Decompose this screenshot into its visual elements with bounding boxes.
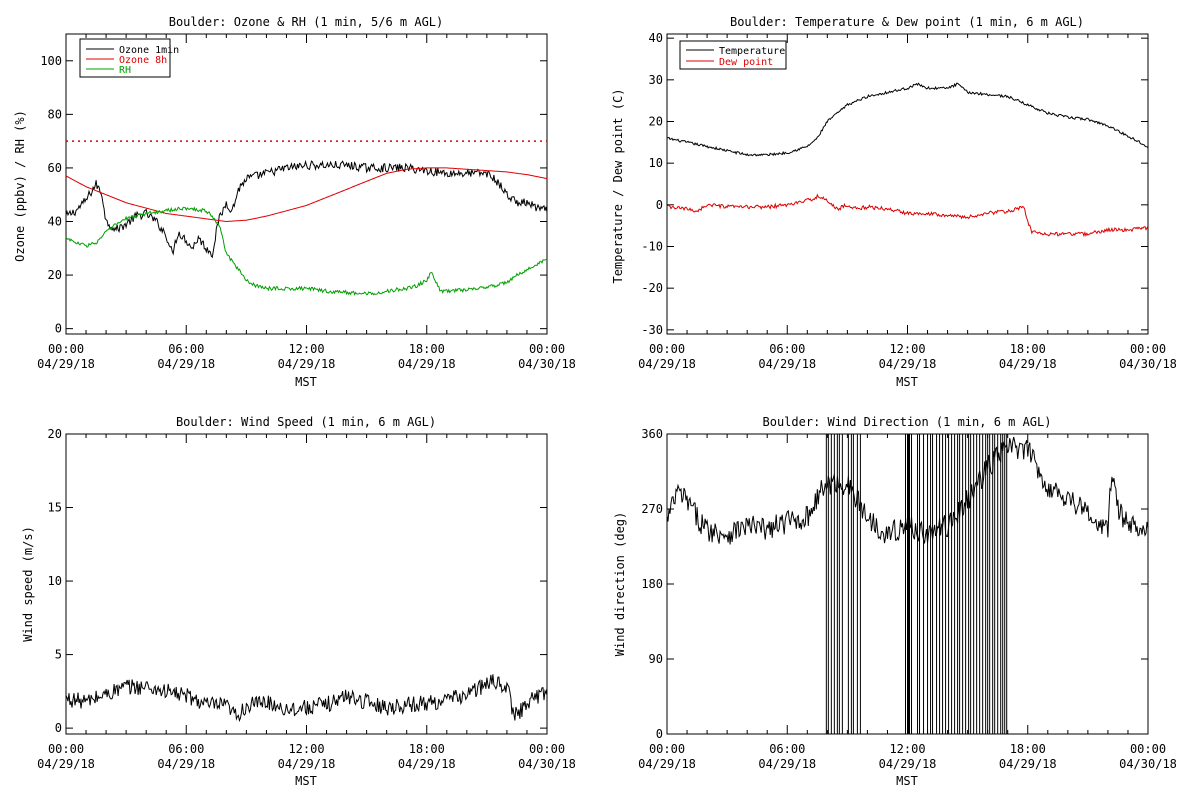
series-0-line	[65, 674, 548, 723]
x-tick-label-date: 04/29/18	[758, 357, 816, 371]
y-axis-label: Wind speed (m/s)	[21, 526, 35, 642]
x-tick-label-time: 18:00	[1010, 342, 1046, 356]
legend: Ozone 1min Ozone 8h RH	[79, 38, 179, 78]
y-tick-label: 20	[48, 427, 62, 441]
x-tick-label-date: 04/29/18	[879, 357, 937, 371]
chart-title: Boulder: Wind Speed (1 min, 6 m AGL)	[176, 415, 436, 429]
y-tick-label: -30	[641, 323, 663, 337]
x-tick-label-time: 00:00	[1130, 742, 1166, 756]
x-tick-label-time: 00:00	[649, 742, 685, 756]
x-tick-label-time: 18:00	[409, 342, 445, 356]
legend-box	[79, 38, 171, 78]
legend-box	[679, 40, 787, 70]
y-axis-label: Wind direction (deg)	[613, 512, 627, 657]
y-tick-label: 30	[649, 73, 663, 87]
y-tick-label: 80	[48, 107, 62, 121]
x-tick-label-time: 00:00	[649, 342, 685, 356]
y-tick-label: -10	[641, 240, 663, 254]
x-tick-label-date: 04/29/18	[638, 357, 696, 371]
x-tick-label-date: 04/29/18	[398, 357, 456, 371]
x-tick-label-date: 04/29/18	[638, 757, 696, 771]
x-tick-label-date: 04/30/18	[518, 757, 576, 771]
y-tick-label: 180	[641, 577, 663, 591]
x-tick-label-date: 04/29/18	[879, 757, 937, 771]
y-tick-label: -20	[641, 281, 663, 295]
wind-direction-panel: Boulder: Wind Direction (1 min, 6 m AGL)…	[613, 415, 1177, 788]
y-axis-label: Ozone (ppbv) / RH (%)	[13, 110, 27, 262]
legend-label-dew-point: Dew point	[719, 57, 773, 68]
legend-label-temperature: Temperature	[719, 46, 785, 57]
y-tick-label: 40	[48, 215, 62, 229]
x-tick-label-date: 04/29/18	[999, 357, 1057, 371]
x-tick-label-date: 04/29/18	[37, 757, 95, 771]
ozone-rh-panel: Boulder: Ozone & RH (1 min, 5/6 m AGL) O…	[13, 15, 576, 389]
y-tick-label: 20	[649, 115, 663, 129]
y-tick-label: 270	[641, 502, 663, 516]
x-tick-label-date: 04/29/18	[37, 357, 95, 371]
y-tick-label: 0	[656, 727, 663, 741]
x-tick-label-time: 06:00	[168, 742, 204, 756]
chart-title: Boulder: Wind Direction (1 min, 6 m AGL)	[763, 415, 1052, 429]
y-tick-label: 0	[55, 322, 62, 336]
x-tick-label-date: 04/29/18	[398, 757, 456, 771]
ozone-1min-line	[65, 159, 548, 259]
x-tick-label-date: 04/29/18	[758, 757, 816, 771]
x-tick-label-date: 04/29/18	[157, 357, 215, 371]
x-tick-label-time: 00:00	[529, 342, 565, 356]
x-tick-label-date: 04/29/18	[278, 357, 336, 371]
x-axis-label: MST	[295, 774, 317, 788]
legend-label-rh: RH	[119, 65, 131, 76]
dew-point-line	[666, 193, 1149, 238]
y-tick-label: 360	[641, 427, 663, 441]
x-tick-label-date: 04/29/18	[999, 757, 1057, 771]
legend-label-ozone-8h: Ozone 8h	[119, 55, 167, 66]
x-tick-label-time: 06:00	[769, 342, 805, 356]
x-tick-label-time: 06:00	[168, 342, 204, 356]
x-tick-label-time: 12:00	[288, 742, 324, 756]
wind-speed-panel: Boulder: Wind Speed (1 min, 6 m AGL) Win…	[21, 415, 576, 788]
x-tick-label-date: 04/30/18	[518, 357, 576, 371]
chart-title: Boulder: Ozone & RH (1 min, 5/6 m AGL)	[169, 15, 444, 29]
y-tick-label: 15	[48, 501, 62, 515]
temperature-line	[666, 82, 1149, 157]
y-axis-label: Temperature / Dew point (C)	[611, 88, 625, 283]
x-tick-label-date: 04/30/18	[1119, 357, 1177, 371]
x-axis-label: MST	[896, 774, 918, 788]
x-tick-label-time: 00:00	[1130, 342, 1166, 356]
y-tick-label: 40	[649, 31, 663, 45]
legend: Temperature Dew point	[679, 40, 787, 70]
plot-frame	[666, 33, 1149, 335]
y-tick-label: 20	[48, 268, 62, 282]
y-tick-label: 0	[55, 721, 62, 735]
x-tick-label-date: 04/29/18	[157, 757, 215, 771]
x-tick-label-time: 00:00	[48, 742, 84, 756]
x-tick-label-time: 00:00	[529, 742, 565, 756]
wind-direction-wrap-lines	[825, 434, 1008, 734]
x-tick-label-date: 04/30/18	[1119, 757, 1177, 771]
x-tick-label-time: 06:00	[769, 742, 805, 756]
rh-line	[65, 206, 548, 296]
temperature-dewpoint-panel: Boulder: Temperature & Dew point (1 min,…	[611, 15, 1177, 389]
y-tick-label: 100	[40, 54, 62, 68]
ozone-8h-line	[65, 167, 548, 223]
y-tick-label: 60	[48, 161, 62, 175]
x-axis-label: MST	[896, 375, 918, 389]
x-tick-label-date: 04/29/18	[278, 757, 336, 771]
y-tick-label: 0	[656, 198, 663, 212]
x-tick-label-time: 12:00	[889, 742, 925, 756]
x-tick-label-time: 18:00	[1010, 742, 1046, 756]
y-tick-label: 90	[649, 652, 663, 666]
legend-label-ozone-1min: Ozone 1min	[119, 45, 179, 56]
y-tick-label: 5	[55, 648, 62, 662]
x-tick-label-time: 12:00	[889, 342, 925, 356]
x-tick-label-time: 00:00	[48, 342, 84, 356]
x-tick-label-time: 12:00	[288, 342, 324, 356]
y-tick-label: 10	[48, 574, 62, 588]
chart-title: Boulder: Temperature & Dew point (1 min,…	[730, 15, 1084, 29]
y-tick-label: 10	[649, 156, 663, 170]
x-tick-label-time: 18:00	[409, 742, 445, 756]
x-axis-label: MST	[295, 375, 317, 389]
